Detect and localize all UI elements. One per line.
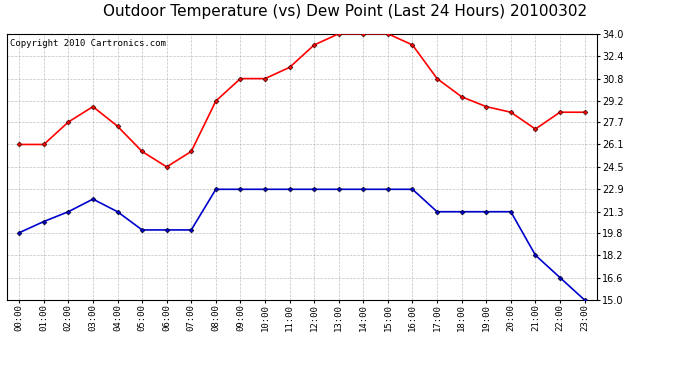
Text: Outdoor Temperature (vs) Dew Point (Last 24 Hours) 20100302: Outdoor Temperature (vs) Dew Point (Last…: [103, 4, 587, 19]
Text: Copyright 2010 Cartronics.com: Copyright 2010 Cartronics.com: [10, 39, 166, 48]
